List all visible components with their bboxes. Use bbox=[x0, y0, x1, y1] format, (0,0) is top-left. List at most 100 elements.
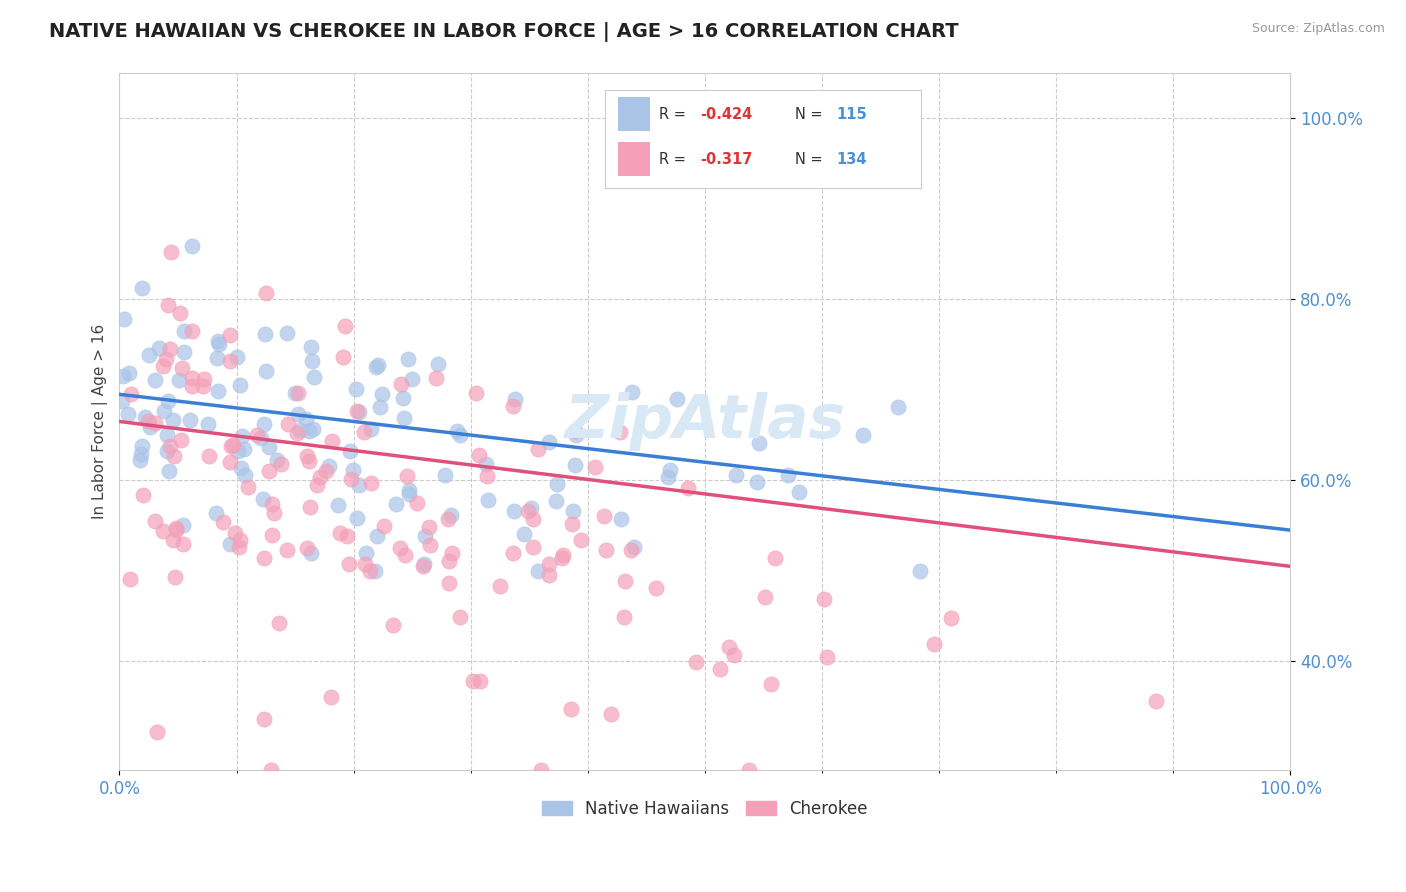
Point bbox=[759, 677, 782, 691]
Point bbox=[156, 394, 179, 409]
Point bbox=[148, 341, 170, 355]
Point bbox=[143, 416, 166, 430]
Point bbox=[170, 433, 193, 447]
Point bbox=[360, 422, 382, 436]
Point bbox=[131, 487, 153, 501]
Point bbox=[120, 387, 142, 401]
Point bbox=[787, 485, 810, 500]
Point bbox=[489, 579, 512, 593]
Point bbox=[193, 372, 215, 386]
Point bbox=[219, 455, 242, 469]
Point bbox=[172, 361, 194, 376]
Point bbox=[475, 457, 498, 471]
Point bbox=[219, 353, 242, 368]
Point bbox=[340, 472, 363, 486]
Point bbox=[205, 506, 228, 520]
Point bbox=[152, 524, 174, 538]
Point bbox=[266, 452, 288, 467]
Point bbox=[169, 306, 191, 320]
Point bbox=[111, 394, 134, 409]
Point bbox=[155, 351, 177, 366]
Point bbox=[226, 444, 249, 458]
Point bbox=[228, 533, 250, 548]
Point bbox=[254, 286, 277, 301]
Point bbox=[181, 370, 204, 384]
Point bbox=[463, 674, 485, 689]
Point bbox=[131, 281, 153, 295]
Point bbox=[224, 526, 246, 541]
Point bbox=[561, 516, 583, 531]
Point bbox=[449, 428, 471, 442]
Point bbox=[165, 570, 187, 584]
Point bbox=[522, 511, 544, 525]
Point bbox=[360, 476, 382, 491]
Point bbox=[297, 450, 319, 464]
Point bbox=[398, 483, 420, 497]
Point bbox=[887, 400, 910, 414]
Point bbox=[623, 540, 645, 554]
Point bbox=[333, 318, 356, 333]
Point bbox=[426, 358, 449, 372]
Point bbox=[336, 529, 359, 543]
Point bbox=[307, 478, 329, 492]
Point bbox=[709, 662, 731, 676]
Point bbox=[276, 326, 298, 341]
Point bbox=[285, 425, 308, 440]
Point bbox=[207, 384, 229, 398]
Point bbox=[657, 470, 679, 484]
Point bbox=[156, 428, 179, 442]
Point bbox=[776, 467, 799, 482]
Point bbox=[353, 557, 375, 571]
Legend: Native Hawaiians, Cherokee: Native Hawaiians, Cherokee bbox=[536, 793, 875, 824]
Point bbox=[346, 511, 368, 525]
Point bbox=[526, 442, 548, 456]
Point bbox=[353, 425, 375, 440]
Point bbox=[620, 543, 643, 558]
Point bbox=[179, 413, 201, 427]
Point bbox=[253, 712, 276, 726]
Point bbox=[910, 564, 932, 578]
Point bbox=[391, 391, 413, 405]
Point bbox=[319, 690, 342, 704]
Point bbox=[437, 554, 460, 568]
Point bbox=[332, 350, 354, 364]
Point bbox=[152, 359, 174, 374]
Y-axis label: In Labor Force | Age > 16: In Labor Force | Age > 16 bbox=[93, 324, 108, 519]
Point bbox=[561, 504, 583, 518]
Point bbox=[609, 425, 631, 439]
Point bbox=[162, 533, 184, 547]
Point bbox=[277, 417, 299, 431]
Point bbox=[298, 454, 321, 468]
Point bbox=[367, 358, 389, 372]
Point bbox=[939, 610, 962, 624]
Point bbox=[381, 618, 404, 632]
Point bbox=[117, 407, 139, 421]
Point bbox=[446, 424, 468, 438]
Point bbox=[221, 439, 243, 453]
Point bbox=[342, 463, 364, 477]
Point bbox=[299, 500, 322, 515]
Point bbox=[111, 369, 134, 384]
Point bbox=[329, 526, 352, 541]
Point bbox=[503, 392, 526, 407]
Point bbox=[717, 640, 740, 655]
Point bbox=[231, 429, 253, 443]
Point bbox=[613, 574, 636, 588]
Point bbox=[321, 434, 343, 449]
Point bbox=[233, 467, 256, 482]
Point bbox=[165, 521, 187, 535]
Point bbox=[129, 446, 152, 460]
Point bbox=[145, 725, 167, 739]
Point bbox=[197, 417, 219, 431]
Point bbox=[517, 504, 540, 518]
Point bbox=[738, 763, 761, 777]
Point bbox=[260, 763, 283, 777]
Point bbox=[401, 372, 423, 386]
Point bbox=[765, 551, 787, 566]
Point bbox=[246, 428, 269, 442]
Point bbox=[396, 469, 419, 483]
Point bbox=[413, 529, 436, 543]
Text: ZipAtlas: ZipAtlas bbox=[564, 392, 845, 451]
Point bbox=[389, 376, 412, 391]
Point bbox=[270, 457, 292, 471]
